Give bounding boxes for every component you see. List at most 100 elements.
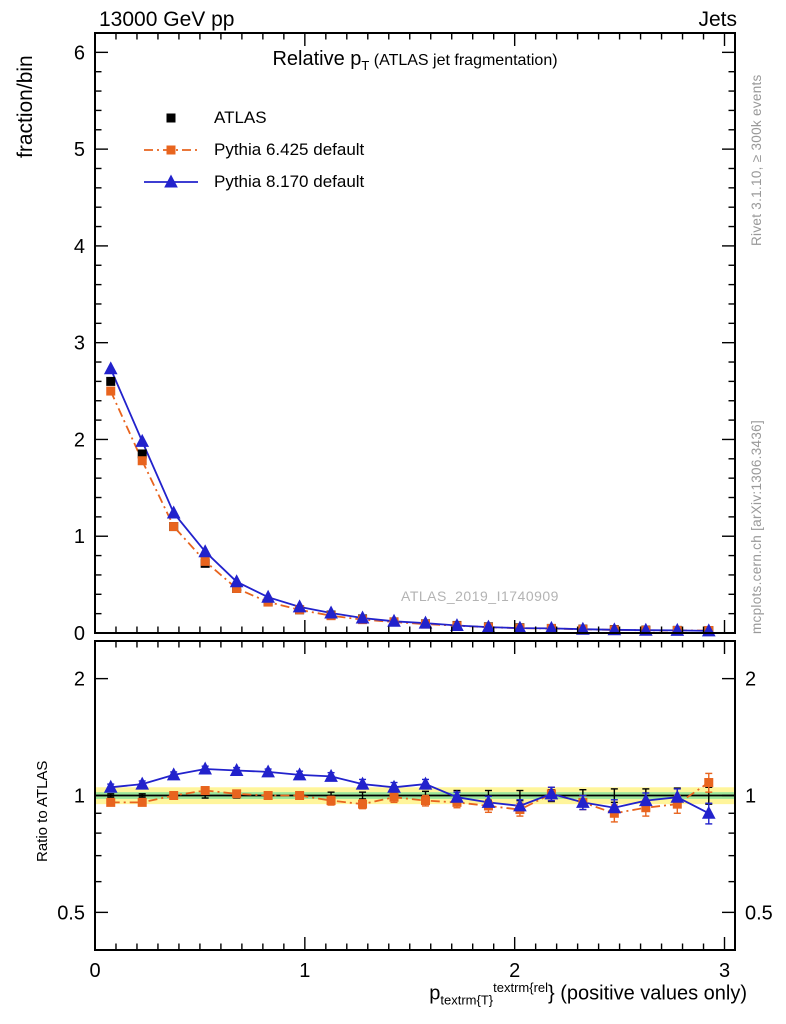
data-marker-triangle <box>513 798 527 812</box>
data-marker-square <box>106 797 116 807</box>
analysis-category-label: Jets <box>698 8 737 31</box>
mcplots-reference-note: mcplots.cern.ch [arXiv:1306.3436] <box>749 419 764 634</box>
data-marker-triangle <box>166 505 181 519</box>
data-marker-square <box>672 799 682 809</box>
ratio-y-tick-label-left: 2 <box>74 669 85 691</box>
data-marker-square <box>106 376 116 386</box>
data-marker-triangle <box>670 789 685 803</box>
x-tick-label: 3 <box>719 960 730 982</box>
analysis-id-watermark: ATLAS_2019_I1740909 <box>401 588 559 604</box>
data-marker-square <box>169 791 179 800</box>
title-main: Relative p <box>272 48 362 70</box>
data-marker-triangle <box>229 762 244 776</box>
tick-labels: 0 1 2 3 4 5 6 0.5 0.5 1 1 2 2 0 1 2 3 <box>57 42 773 982</box>
x-tick-label: 0 <box>89 960 100 982</box>
data-marker-triangle <box>292 767 307 781</box>
data-marker-square <box>232 583 242 593</box>
data-marker-triangle <box>229 574 244 588</box>
data-marker-square <box>389 792 399 802</box>
data-marker-triangle <box>544 620 559 634</box>
data-marker-triangle <box>292 599 307 613</box>
data-marker-square <box>358 799 368 809</box>
beam-energy-label: 13000 GeV pp <box>99 8 235 31</box>
data-marker-triangle <box>166 767 181 781</box>
rivet-version-note: Rivet 3.1.10, ≥ 300k events <box>749 74 764 246</box>
x-tick-label: 2 <box>509 960 520 982</box>
legend-label: Pythia 8.170 default <box>214 172 365 191</box>
main-y-tick-label: 2 <box>74 429 85 451</box>
x-axis-label-sup: textrm{rel <box>493 980 549 995</box>
data-marker-triangle <box>576 621 590 635</box>
data-marker-triangle <box>198 544 212 558</box>
ratio-y-tick-label-right: 1 <box>745 786 756 808</box>
data-marker-square <box>169 522 179 532</box>
ratio-line <box>110 768 710 815</box>
data-marker-square <box>137 797 147 807</box>
data-marker-square <box>137 449 147 459</box>
main-y-tick-label: 0 <box>74 623 85 645</box>
data-marker-triangle <box>324 605 338 619</box>
legend-marker-square <box>166 113 176 123</box>
legend-item: Pythia 6.425 default <box>142 134 364 166</box>
main-y-tick-label: 5 <box>74 139 85 161</box>
data-marker-triangle <box>450 618 464 632</box>
data-marker-square <box>609 808 619 818</box>
data-marker-square <box>137 456 147 466</box>
data-marker-triangle <box>103 361 118 375</box>
title-suffix: (ATLAS jet fragmentation) <box>369 52 558 69</box>
data-marker-triangle <box>638 793 653 807</box>
y-axis-label-ratio: Ratio to ATLAS <box>34 760 51 862</box>
data-marker-triangle <box>418 615 433 629</box>
data-marker-triangle <box>450 789 464 803</box>
data-marker-triangle <box>481 794 496 808</box>
x-axis-label-sub: textrm{T} <box>440 992 494 1008</box>
legend-label: ATLAS <box>214 108 267 127</box>
data-marker-square <box>106 386 116 396</box>
data-marker-triangle <box>481 619 496 633</box>
main-panel-series <box>103 361 716 637</box>
main-y-tick-label: 4 <box>74 236 85 258</box>
data-marker-square <box>200 786 210 796</box>
data-marker-square <box>704 778 714 788</box>
legend-marker-triangle <box>144 174 198 188</box>
data-marker-triangle <box>164 174 178 188</box>
ratio-panel-series <box>95 761 735 825</box>
data-marker-triangle <box>261 764 275 778</box>
legend: ATLAS Pythia 6.425 default Pythia 8.170 de… <box>142 102 364 198</box>
data-marker-square <box>263 791 273 800</box>
axes-frames-and-ticks <box>94 32 736 951</box>
data-marker-triangle <box>135 776 150 790</box>
data-marker-triangle <box>261 589 275 603</box>
data-marker-square <box>641 803 651 813</box>
data-marker-triangle <box>387 613 401 627</box>
data-marker-triangle <box>103 779 118 793</box>
data-marker-triangle <box>355 776 370 790</box>
data-marker-square <box>326 796 336 806</box>
data-marker-triangle <box>607 800 622 814</box>
plot-title: Relative pT (ATLAS jet fragmentation) <box>95 48 735 73</box>
data-marker-triangle <box>355 610 370 624</box>
data-marker-triangle <box>701 805 716 819</box>
ratio-y-tick-label-left: 0.5 <box>57 902 85 924</box>
data-marker-triangle <box>198 761 212 775</box>
ratio-y-tick-label-right: 0.5 <box>745 902 773 924</box>
ratio-y-tick-label-left: 1 <box>74 786 85 808</box>
main-y-tick-label: 3 <box>74 333 85 355</box>
data-marker-triangle <box>135 433 150 447</box>
legend-item: ATLAS <box>142 102 364 134</box>
legend-marker-square <box>144 145 198 155</box>
data-marker-square <box>166 113 176 123</box>
main-y-tick-label: 6 <box>74 42 85 64</box>
main-panel-frame <box>94 32 736 634</box>
main-y-tick-label: 1 <box>74 526 85 548</box>
title-subscript: T <box>361 58 370 73</box>
x-axis-label-suffix: } (positive values only) <box>548 982 747 1005</box>
data-marker-triangle <box>513 620 527 634</box>
data-marker-square <box>166 145 176 155</box>
data-marker-triangle <box>576 794 590 808</box>
x-tick-label: 1 <box>299 960 310 982</box>
legend-item: Pythia 8.170 default <box>142 166 364 198</box>
data-marker-triangle <box>418 776 433 790</box>
